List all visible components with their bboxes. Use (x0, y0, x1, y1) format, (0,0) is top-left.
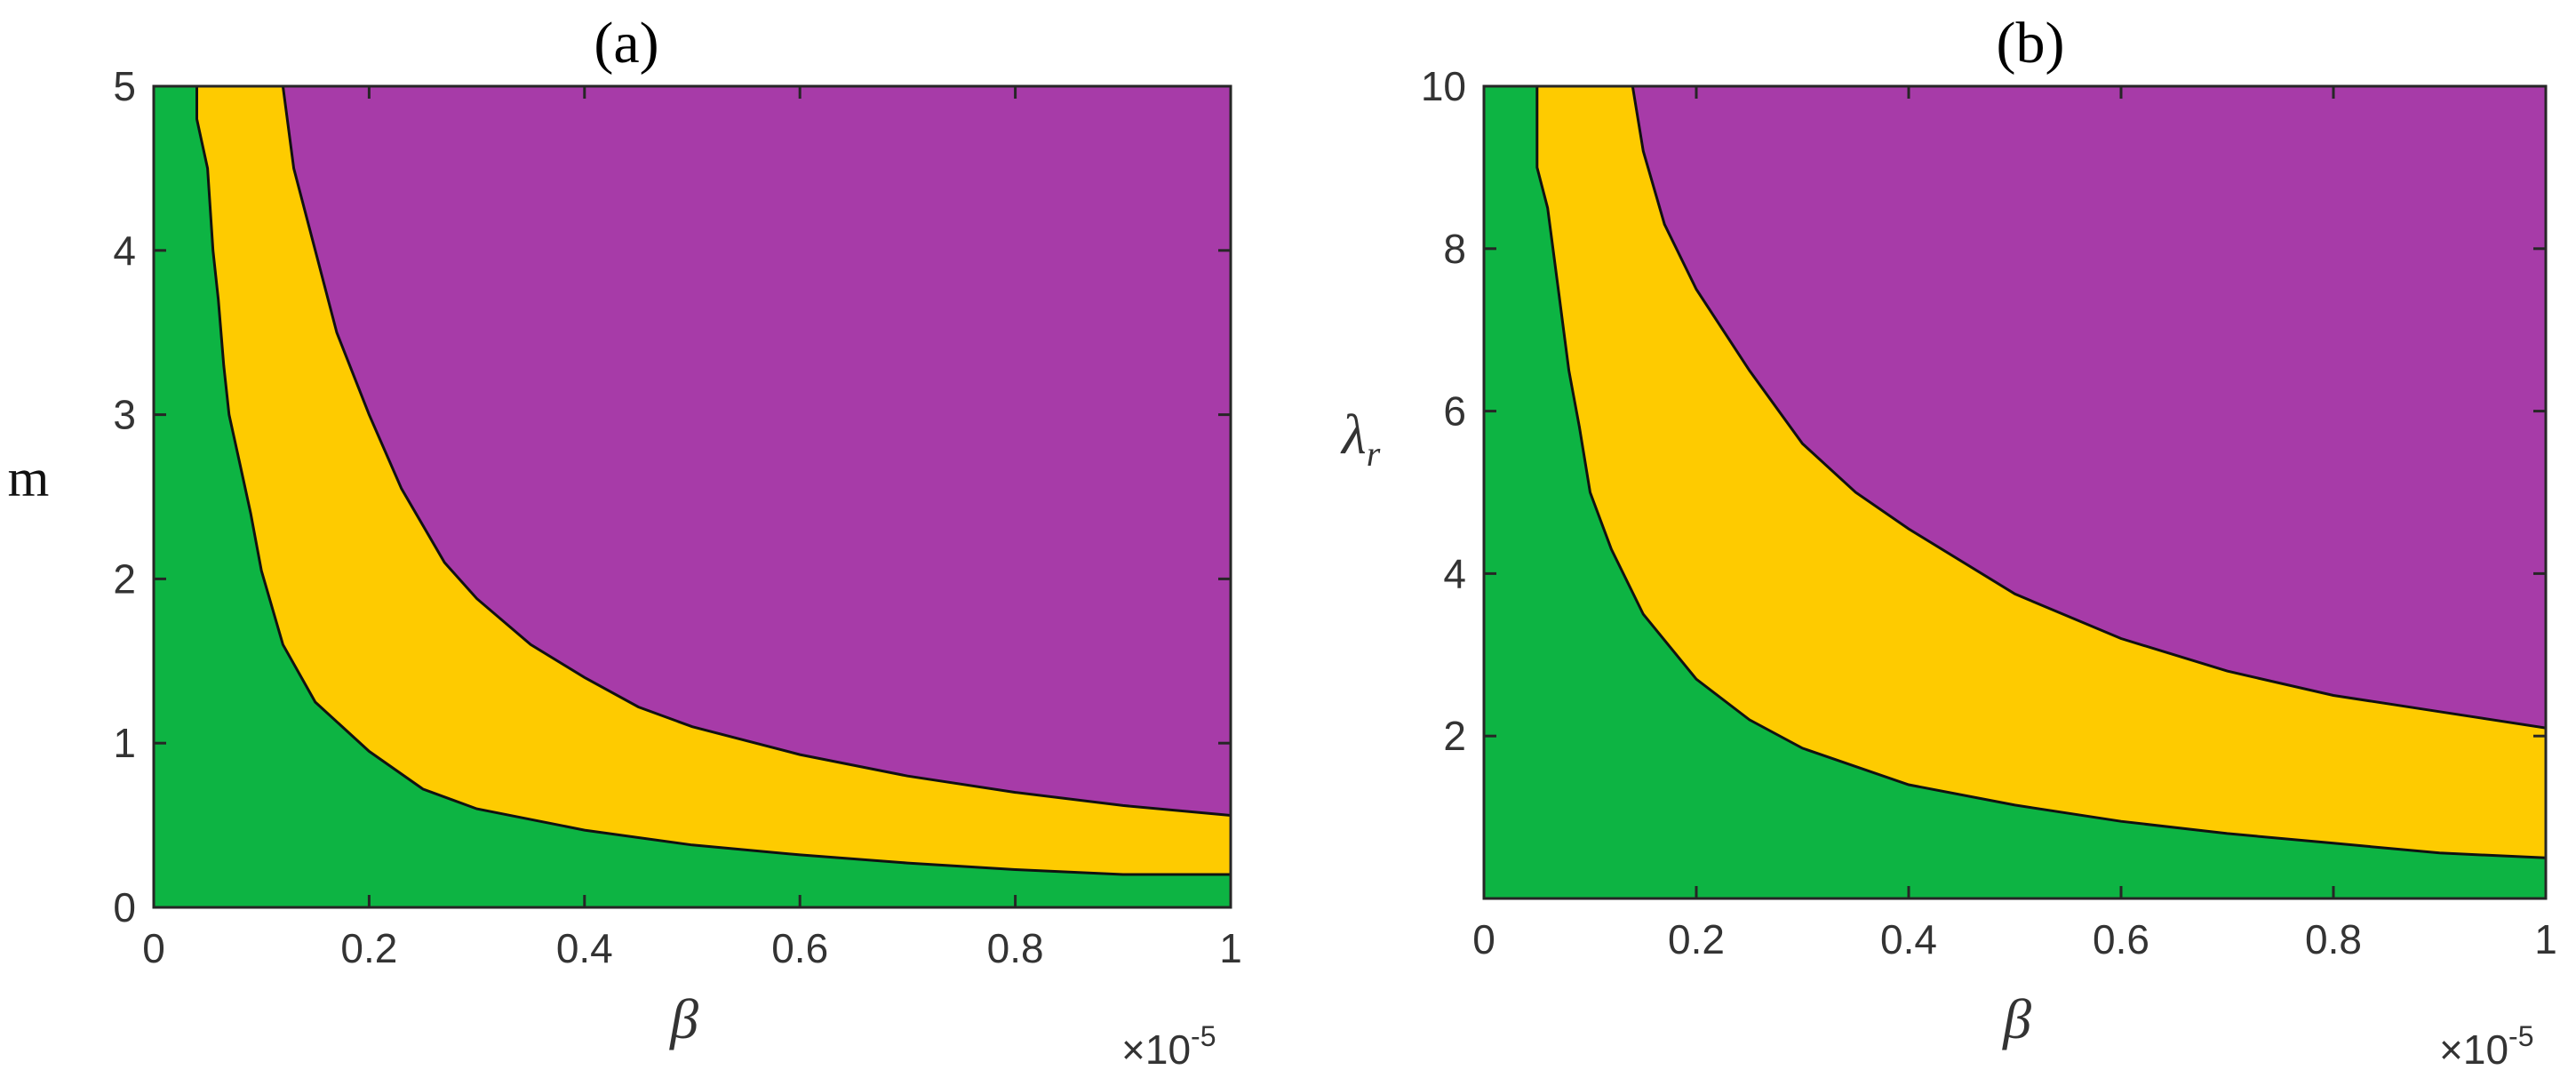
x-tick-label: 0.8 (987, 925, 1044, 971)
y-tick-label: 3 (113, 392, 136, 438)
panel-b-region-green (1484, 86, 2546, 898)
x-tick-label: 0.4 (1880, 916, 1937, 962)
panel-a-y-axis-label: m (8, 449, 50, 507)
panel-b-frame (1482, 84, 2548, 900)
panel-a-ticks (152, 84, 1232, 909)
y-tick-label: 2 (113, 555, 136, 602)
panel-b-title: (b) (1997, 11, 2065, 76)
panel-b-boundary-yellow-purple (1631, 86, 2546, 730)
x-tick-label: 0.8 (2305, 916, 2362, 962)
panel-a-frame (152, 84, 1232, 909)
x-tick-label: 1 (2534, 916, 2557, 962)
y-tick-label: 4 (113, 228, 136, 274)
panel-a-region-green (154, 86, 1231, 907)
panel-a-x-exponent: ×10-5 (1121, 1020, 1216, 1073)
x-tick-label: 0 (1472, 916, 1495, 962)
panel-a-boundary-green-yellow (195, 86, 1231, 876)
panel-a-region-yellow (154, 86, 1231, 907)
panel-b-region-yellow (1484, 86, 2546, 898)
x-tick-label: 0.6 (2093, 916, 2149, 962)
y-tick-label: 8 (1443, 226, 1466, 272)
y-tick-label: 1 (113, 720, 136, 766)
x-tick-label: 0 (142, 925, 165, 971)
x-tick-label: 1 (1219, 925, 1242, 971)
panel-b-y-tick-labels: 2 4 6 8 10 (1421, 63, 1466, 759)
y-tick-label: 4 (1443, 550, 1466, 596)
x-tick-label: 0.2 (1668, 916, 1725, 962)
panel-b-x-axis-label: β (2001, 987, 2031, 1050)
x-tick-label: 0.2 (340, 925, 397, 971)
panel-b-ticks (1482, 84, 2548, 898)
panel-a-x-axis-label: β (668, 987, 698, 1050)
panel-b-boundary-green-yellow (1535, 86, 2546, 859)
panel-a-y-tick-labels: 0 1 2 3 4 5 (113, 63, 136, 930)
panel-a-x-tick-labels: 0 0.2 0.4 0.6 0.8 1 (142, 925, 1242, 971)
y-tick-label: 2 (1443, 713, 1466, 759)
panel-b-x-tick-labels: 0 0.2 0.4 0.6 0.8 1 (1472, 916, 2557, 962)
panel-b-y-axis-label: λr (1340, 403, 1381, 474)
y-tick-label: 5 (113, 63, 136, 109)
x-tick-label: 0.4 (556, 925, 613, 971)
panel-a-title: (a) (594, 11, 658, 76)
panel-b: (b) 0 0.2 0.4 0.6 0.8 1 2 4 6 8 10 β λr ×10-5 (1340, 11, 2557, 1073)
y-tick-label: 0 (113, 884, 136, 930)
x-tick-label: 0.6 (771, 925, 828, 971)
panel-a-boundary-yellow-purple (281, 86, 1231, 817)
panel-b-x-exponent: ×10-5 (2439, 1020, 2533, 1073)
y-tick-label: 6 (1443, 388, 1466, 435)
panel-a: (a) 0 0.2 0.4 0.6 0.8 1 0 1 2 3 4 5 β m ×10-5 (8, 11, 1242, 1073)
y-tick-label: 10 (1421, 63, 1466, 109)
